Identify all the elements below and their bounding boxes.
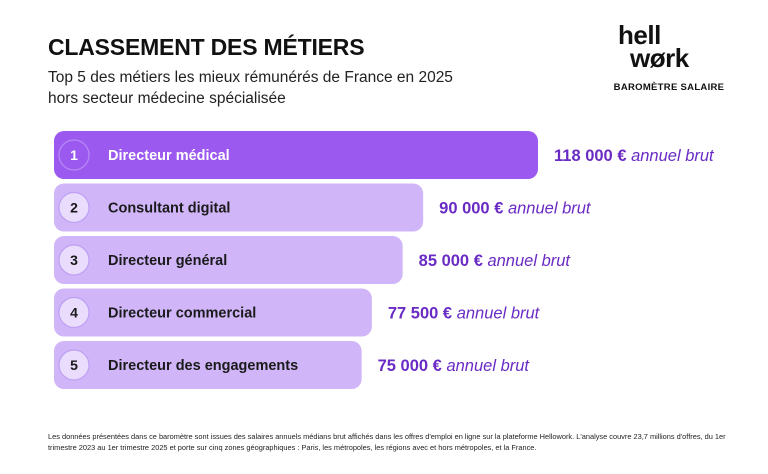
page-subtitle: Top 5 des métiers les mieux rémunérés de… — [48, 67, 528, 109]
page-title: CLASSEMENT DES MÉTIERS — [48, 34, 365, 60]
value-label: 75 000 € annuel brut — [378, 357, 531, 375]
value-label: 90 000 € annuel brut — [439, 200, 592, 218]
footnote: Les données présentées dans ce baromètre… — [48, 432, 726, 452]
rank-circle — [58, 349, 90, 381]
bar — [54, 236, 403, 284]
logo-word-line-1: hell — [618, 20, 661, 50]
rank-number: 2 — [70, 200, 78, 216]
bar — [54, 288, 372, 337]
rank-circle — [58, 244, 90, 276]
hellowork-logo: hell wørk BAROMÈTRE SALAIRE — [604, 20, 734, 93]
value-unit: annuel brut — [508, 200, 592, 218]
logo-wordmark: hell wørk — [604, 20, 734, 73]
bar — [54, 183, 424, 232]
value-label: 85 000 € annuel brut — [419, 252, 572, 270]
value-amount: 90 000 € — [439, 200, 508, 218]
value-label: 77 500 € annuel brut — [388, 305, 541, 323]
value-amount: 118 000 € — [554, 147, 631, 165]
rank-circle — [58, 139, 90, 171]
bar — [54, 341, 362, 389]
value-amount: 77 500 € — [388, 305, 457, 323]
bar-label: Directeur des engagements — [108, 358, 298, 374]
logo-tagline: BAROMÈTRE SALAIRE — [613, 82, 725, 93]
rank-number: 5 — [70, 357, 78, 373]
value-label: 118 000 € annuel brut — [554, 147, 715, 165]
rank-number: 1 — [70, 147, 78, 163]
rank-number: 3 — [70, 252, 78, 268]
rank-circle — [58, 191, 90, 224]
bar-label: Consultant digital — [108, 201, 230, 217]
value-unit: annuel brut — [457, 305, 541, 323]
value-amount: 75 000 € — [378, 357, 447, 375]
subtitle-line-1: Top 5 des métiers les mieux rémunérés de… — [48, 69, 453, 86]
subtitle-line-2: hors secteur médecine spécialisée — [48, 90, 286, 107]
value-unit: annuel brut — [631, 147, 715, 165]
rank-circle — [58, 296, 90, 329]
bar-label: Directeur commercial — [108, 306, 256, 322]
bar — [54, 131, 538, 179]
rank-number: 4 — [70, 305, 78, 321]
value-amount: 85 000 € — [419, 252, 488, 270]
value-unit: annuel brut — [446, 357, 530, 375]
bar-label: Directeur médical — [108, 148, 230, 164]
value-unit: annuel brut — [487, 252, 571, 270]
logo-word-line-2: wørk — [630, 43, 689, 73]
bar-label: Directeur général — [108, 253, 227, 269]
